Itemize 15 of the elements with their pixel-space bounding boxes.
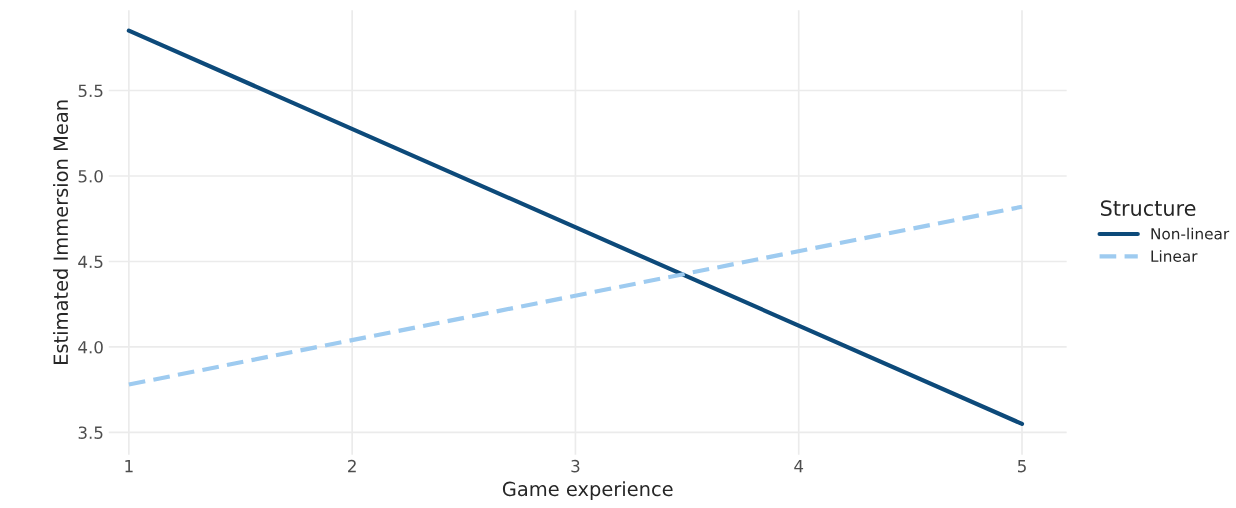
x-tick-label: 4 xyxy=(794,460,804,473)
x-tick-label: 3 xyxy=(571,459,580,473)
y-axis-title: Estimated Immersion Mean xyxy=(53,100,69,364)
legend-title: Structure xyxy=(1100,200,1196,217)
legend-label: Non-linear xyxy=(1151,227,1230,240)
y-tick-label: 4.5 xyxy=(78,255,103,269)
x-tick-label: 2 xyxy=(348,459,356,473)
legend-label: Linear xyxy=(1151,250,1198,262)
y-tick-label: 5.5 xyxy=(78,84,103,98)
x-tick-label: 1 xyxy=(125,460,133,473)
x-tick-label: 5 xyxy=(1018,460,1026,473)
x-axis-title: Game experience xyxy=(502,481,673,501)
y-tick-label: 5.0 xyxy=(78,169,103,183)
y-tick-label: 4.0 xyxy=(78,340,103,354)
y-tick-label: 3.5 xyxy=(78,426,103,439)
